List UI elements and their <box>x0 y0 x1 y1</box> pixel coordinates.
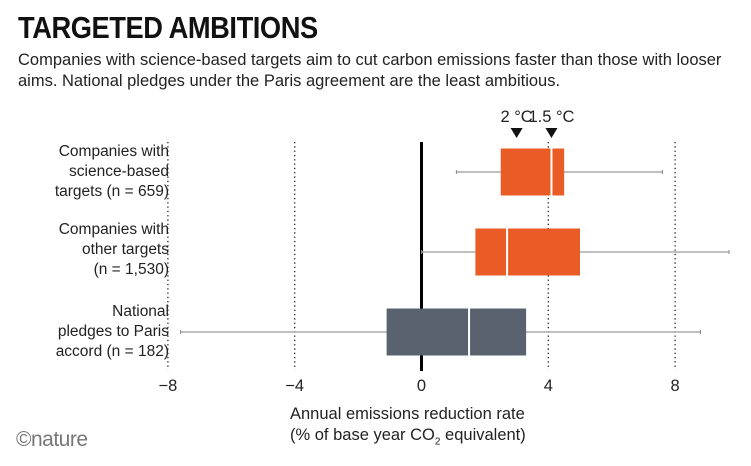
x-axis-label: Annual emissions reduction rate (% of ba… <box>290 404 526 452</box>
label-line: science-based <box>69 163 169 180</box>
box <box>386 308 527 356</box>
x-axis-label-line2: (% of base year CO2 equivalent) <box>290 425 526 452</box>
label-line: accord (n = 182) <box>55 343 169 360</box>
category-label-0: Companies with science-based targets (n … <box>55 142 169 202</box>
box <box>475 228 580 276</box>
nature-logo: ©nature <box>16 428 88 451</box>
label-sub: 2 <box>434 436 441 448</box>
label-part: equivalent) <box>440 426 526 444</box>
category-label-2: National pledges to Paris accord (n = 18… <box>56 302 169 362</box>
x-tick-label: −4 <box>285 377 304 395</box>
x-tick-label: 4 <box>544 377 553 395</box>
label-line: other targets <box>81 241 169 258</box>
x-axis-label-line1: Annual emissions reduction rate <box>290 405 525 423</box>
label-part: (% of base year CO <box>290 426 435 444</box>
marker-label: 2 °C <box>500 108 532 126</box>
box <box>500 148 565 196</box>
chart-subtitle: Companies with science-based targets aim… <box>18 51 722 90</box>
x-tick-label: 0 <box>417 377 426 395</box>
label-line: Companies with <box>58 221 169 238</box>
label-line: pledges to Paris <box>57 323 169 340</box>
marker-triangle <box>510 128 523 138</box>
label-line: (n = 1,530) <box>93 261 169 278</box>
marker-label: 1.5 °C <box>528 108 574 126</box>
x-tick-label: 8 <box>671 377 680 395</box>
chart-title: TARGETED AMBITIONS <box>18 10 318 45</box>
category-label-1: Companies with other targets (n = 1,530) <box>59 220 169 280</box>
marker-triangle <box>545 128 558 138</box>
x-tick-label: −8 <box>158 377 177 395</box>
label-line: Companies with <box>58 143 169 160</box>
label-line: National <box>112 303 169 320</box>
label-line: targets (n = 659) <box>54 183 169 200</box>
